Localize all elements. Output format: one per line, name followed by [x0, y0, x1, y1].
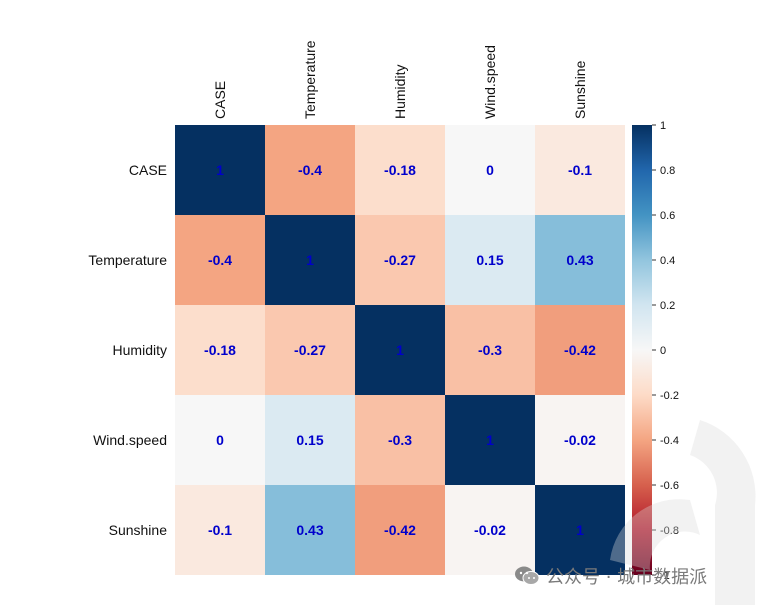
heatmap-cell-4-2	[355, 485, 445, 575]
colorbar-tick-label: 0	[660, 345, 666, 357]
cell-value-label: -0.4	[208, 252, 232, 268]
row-label-2: Humidity	[113, 342, 167, 358]
heatmap-cell-0-2	[355, 125, 445, 215]
cell-value-label: 1	[576, 522, 584, 538]
cell-value-label: 1	[396, 342, 404, 358]
heatmap-cell-2-0	[175, 305, 265, 395]
colorbar	[632, 125, 652, 575]
colorbar-tick-label: -0.4	[660, 435, 679, 447]
cell-value-label: -0.1	[568, 162, 592, 178]
watermark-shape	[690, 420, 756, 605]
heatmap-cell-3-3	[445, 395, 535, 485]
col-label-3: Wind.speed	[482, 45, 498, 119]
colorbar-tick-label: 0.4	[660, 255, 675, 267]
cell-value-label: 0.15	[296, 432, 323, 448]
heatmap-cell-4-3	[445, 485, 535, 575]
cell-value-label: -0.4	[298, 162, 322, 178]
heatmap-cell-0-1	[265, 125, 355, 215]
heatmap-cell-2-4	[535, 305, 625, 395]
heatmap-cell-3-1	[265, 395, 355, 485]
colorbar-tick-label: 1	[660, 120, 666, 132]
heatmap-cell-3-0	[175, 395, 265, 485]
heatmap-cell-4-4	[535, 485, 625, 575]
heatmap-cell-0-0	[175, 125, 265, 215]
colorbar-tick-label: 0.8	[660, 165, 675, 177]
cell-value-label: -0.3	[388, 432, 412, 448]
cell-value-label: 0.43	[566, 252, 593, 268]
heatmap-cell-0-4	[535, 125, 625, 215]
wechat-icon	[515, 566, 540, 585]
cell-value-label: -0.27	[294, 342, 326, 358]
heatmap-cell-1-2	[355, 215, 445, 305]
cell-value-label: 1	[306, 252, 314, 268]
colorbar-tick-label: -1	[660, 570, 670, 582]
cell-value-label: -0.42	[384, 522, 416, 538]
heatmap-cell-0-3	[445, 125, 535, 215]
heatmap-cell-1-0	[175, 215, 265, 305]
cell-value-label: -0.02	[474, 522, 506, 538]
watermark-shape	[610, 499, 700, 570]
cell-value-label: 0	[486, 162, 494, 178]
colorbar-tick-label: -0.2	[660, 390, 679, 402]
colorbar-tick-label: 0.2	[660, 300, 675, 312]
heatmap-cell-1-3	[445, 215, 535, 305]
watermark-text: 公众号 · 城市数据派	[546, 567, 708, 588]
cell-value-label: -0.02	[564, 432, 596, 448]
row-label-0: CASE	[129, 162, 167, 178]
heatmap-cell-3-4	[535, 395, 625, 485]
heatmap-cell-4-1	[265, 485, 355, 575]
cell-value-label: -0.18	[204, 342, 236, 358]
cell-value-label: 0	[216, 432, 224, 448]
heatmap-cell-2-3	[445, 305, 535, 395]
cell-value-label: -0.42	[564, 342, 596, 358]
heatmap-cell-2-2	[355, 305, 445, 395]
cell-value-label: 0.15	[476, 252, 503, 268]
row-label-4: Sunshine	[109, 522, 168, 538]
cell-value-label: -0.3	[478, 342, 502, 358]
colorbar-tick-label: -0.6	[660, 480, 679, 492]
cell-value-label: 1	[486, 432, 494, 448]
cell-value-label: 0.43	[296, 522, 323, 538]
heatmap-cell-3-2	[355, 395, 445, 485]
colorbar-tick-label: 0.6	[660, 210, 675, 222]
cell-value-label: 1	[216, 162, 224, 178]
row-label-3: Wind.speed	[93, 432, 167, 448]
heatmap-cell-4-0	[175, 485, 265, 575]
col-label-0: CASE	[212, 81, 228, 119]
cell-value-label: -0.27	[384, 252, 416, 268]
col-label-4: Sunshine	[572, 60, 588, 119]
colorbar-tick-label: -0.8	[660, 525, 679, 537]
cell-value-label: -0.1	[208, 522, 232, 538]
col-label-1: Temperature	[302, 40, 318, 119]
row-label-1: Temperature	[88, 252, 167, 268]
heatmap-cell-1-4	[535, 215, 625, 305]
heatmap-cell-1-1	[265, 215, 355, 305]
heatmap-cell-2-1	[265, 305, 355, 395]
col-label-2: Humidity	[392, 65, 408, 119]
cell-value-label: -0.18	[384, 162, 416, 178]
watermark: 公众号 · 城市数据派	[514, 563, 707, 589]
